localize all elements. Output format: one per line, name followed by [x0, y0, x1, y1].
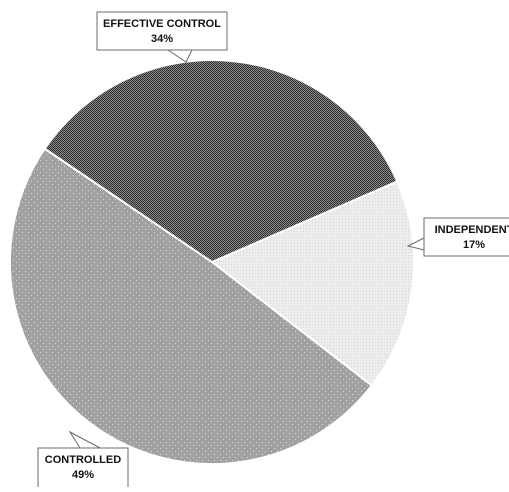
callout-effective-control: EFFECTIVE CONTROL 34%	[96, 11, 228, 63]
callout-pointer	[68, 430, 101, 449]
callout-pointer	[406, 237, 425, 251]
pie-callouts: EFFECTIVE CONTROL 34% INDEPENDENT 17% CONTRO…	[37, 11, 509, 492]
slice-independent	[210, 180, 415, 387]
callout-value: 34%	[151, 33, 173, 45]
pie-slices	[8, 58, 415, 466]
callout-box	[423, 217, 509, 257]
callout-label: CONTROLLED	[45, 454, 121, 466]
callout-value: 17%	[463, 239, 485, 251]
callout-controlled: CONTROLLED 49%	[37, 430, 129, 492]
callout-label: EFFECTIVE CONTROL	[103, 18, 221, 30]
callout-box	[96, 11, 228, 51]
slice-controlled	[8, 147, 374, 466]
callout-label: INDEPENDENT	[435, 224, 509, 236]
slice-effective-control	[43, 58, 399, 264]
callout-independent: INDEPENDENT 17%	[406, 217, 509, 257]
callout-value: 49%	[72, 469, 94, 481]
callout-pointer	[166, 49, 193, 63]
